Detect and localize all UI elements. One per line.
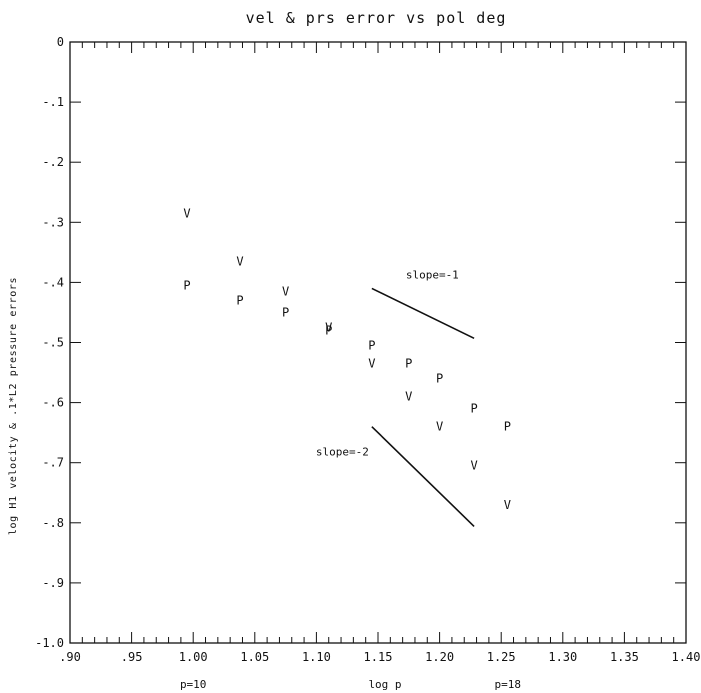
- x-tick-label: 1.40: [672, 650, 701, 664]
- data-point-p: P: [470, 402, 477, 416]
- data-point-v: V: [282, 284, 289, 298]
- x-tick-label: 1.05: [240, 650, 269, 664]
- x-annotation: p=18: [494, 678, 521, 691]
- data-point-p: P: [504, 420, 511, 434]
- reference-line-label: slope=-2: [316, 446, 369, 459]
- y-tick-label: -.4: [42, 275, 64, 289]
- y-tick-label: -.7: [42, 456, 64, 470]
- x-axis-tick-labels: .90 .95 1.00 1.05 1.10 1.15 1.20 1.25 1.30 1.35 1.…: [59, 650, 700, 664]
- plot-frame: [69, 41, 687, 644]
- y-tick-label: -.8: [42, 516, 64, 530]
- reference-lines: slope=-1 slope=-2: [316, 268, 475, 527]
- data-point-v: V: [405, 390, 412, 404]
- x-tick-label: 1.10: [302, 650, 331, 664]
- x-tick-label: .95: [121, 650, 143, 664]
- data-point-v: V: [236, 254, 243, 268]
- y-tick-label: -1.0: [35, 636, 64, 650]
- data-point-p: P: [368, 339, 375, 353]
- y-tick-label: 0: [57, 35, 64, 49]
- x-tick-label: 1.25: [487, 650, 516, 664]
- y-axis-label: log H1 velocity & .1*L2 pressure errors: [8, 277, 19, 535]
- data-point-p: P: [405, 357, 412, 371]
- y-tick-label: -.3: [42, 215, 64, 229]
- reference-line: [371, 426, 475, 527]
- data-point-p: P: [325, 323, 332, 337]
- data-point-v: V: [504, 498, 511, 512]
- x-tick-label: 1.35: [610, 650, 639, 664]
- reference-line: [371, 287, 475, 340]
- y-axis-tick-labels: 0 -.1 -.2 -.3 -.4 -.5 -.6 -.7 -.8 -.9 -1.0: [35, 35, 64, 650]
- x-axis-annotations: p=10 p=18: [180, 678, 521, 691]
- x-tick-label: 1.20: [425, 650, 454, 664]
- y-tick-label: -.1: [42, 95, 64, 109]
- x-axis-label: log p: [368, 678, 401, 691]
- data-point-v: V: [470, 459, 477, 473]
- y-axis-ticks: [70, 41, 686, 644]
- chart-title: vel & prs error vs pol deg: [246, 9, 507, 27]
- data-point-p: P: [436, 372, 443, 386]
- data-point-v: V: [368, 357, 375, 371]
- x-tick-label: 1.00: [179, 650, 208, 664]
- x-annotation: p=10: [180, 678, 207, 691]
- data-point-v: V: [436, 420, 443, 434]
- data-point-v: V: [183, 206, 190, 220]
- x-tick-label: 1.30: [548, 650, 577, 664]
- x-tick-label: 1.15: [364, 650, 393, 664]
- y-tick-label: -.5: [42, 336, 64, 350]
- x-axis-ticks: [69, 42, 687, 643]
- reference-line-label: slope=-1: [406, 268, 459, 281]
- data-point-p: P: [282, 305, 289, 319]
- data-point-p: P: [236, 293, 243, 307]
- y-tick-label: -.6: [42, 396, 64, 410]
- data-point-v: V: [325, 320, 332, 334]
- y-tick-label: -.2: [42, 155, 64, 169]
- y-tick-label: -.9: [42, 576, 64, 590]
- x-tick-label: .90: [59, 650, 81, 664]
- data-point-p: P: [183, 278, 190, 292]
